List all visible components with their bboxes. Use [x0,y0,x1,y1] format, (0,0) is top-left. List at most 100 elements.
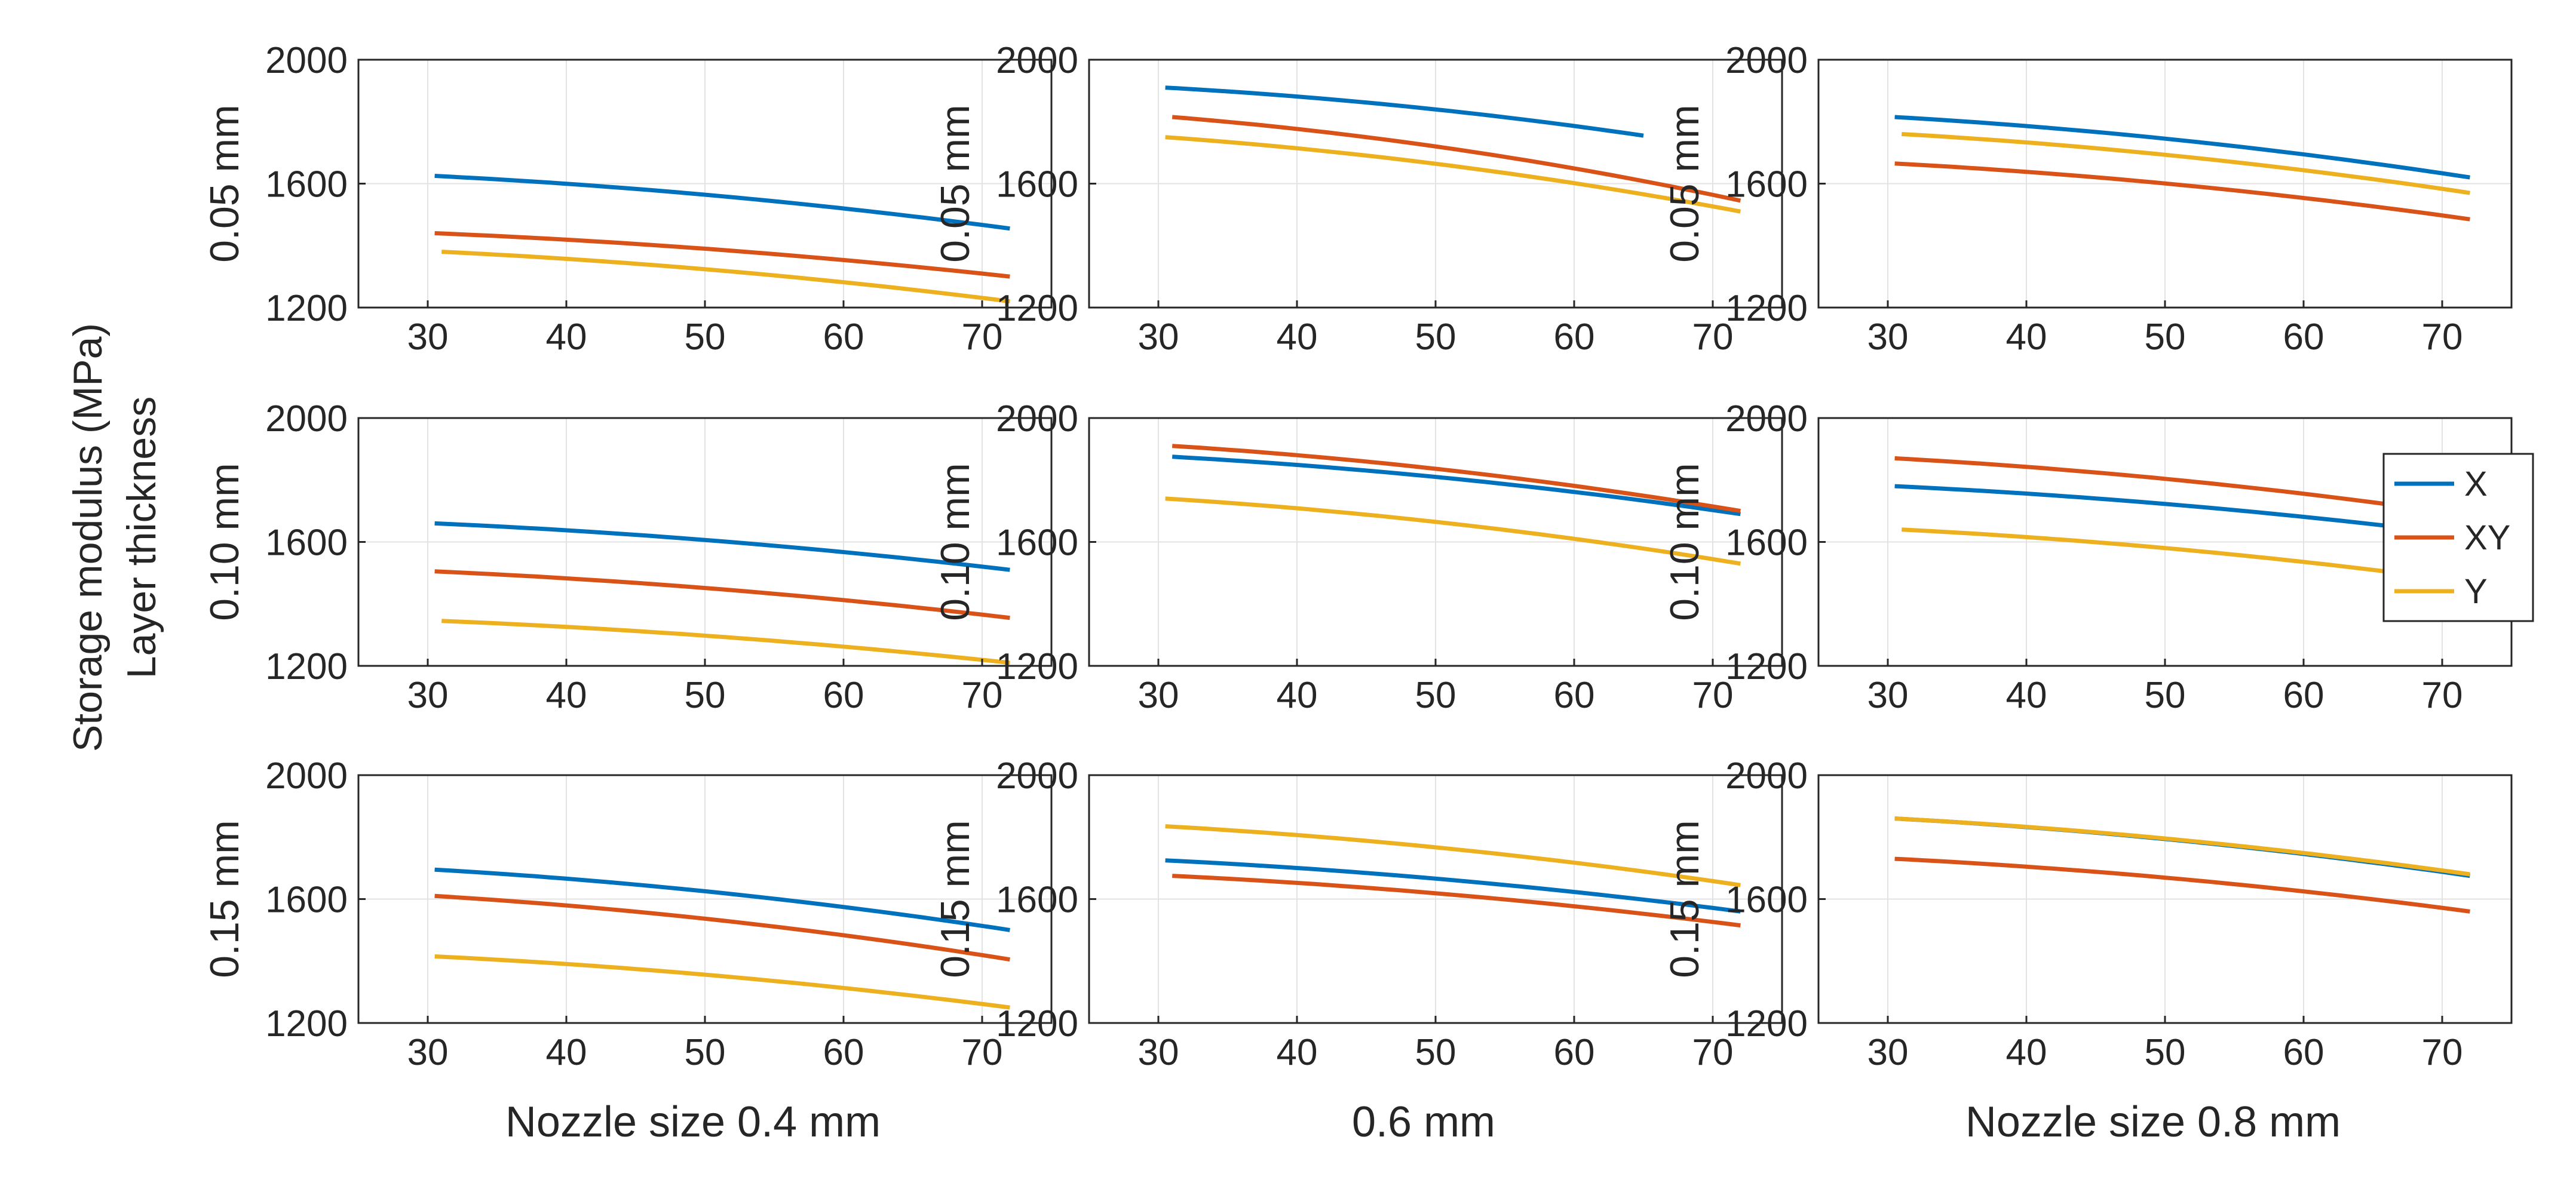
x-tick-label-30: 30 [407,1032,449,1073]
x-tick-label-70: 70 [2422,317,2463,358]
x-tick-label-60: 60 [823,1032,864,1073]
x-tick-label-70: 70 [962,317,1003,358]
row-label: 0.15 mm [202,820,247,978]
row-label-group: 0.05 mm [202,105,247,263]
y-tick-label-2000: 2000 [996,755,1078,797]
y-axis-label-line-2: Layer thickness [119,397,164,678]
column-label: Nozzle size 0.4 mm [505,1098,881,1146]
x-tick-label-60: 60 [1554,317,1595,358]
series-line-x [1165,858,1741,914]
x-tick-label-60: 60 [1554,675,1595,716]
series-line-y [1902,527,2470,585]
series-line-x [434,867,1010,932]
y-tick-label-2000: 2000 [996,398,1078,440]
column-label: 0.6 mm [1352,1098,1495,1146]
x-tick-label-50: 50 [2145,675,2186,716]
series-line-x [434,521,1010,572]
series-line-xy [1172,444,1741,514]
y-tick-label-1200: 1200 [265,1003,348,1044]
x-tick-label-30: 30 [407,317,449,358]
row-label: 0.05 mm [933,105,978,263]
legend-label-xy: XY [2464,518,2510,557]
shared-y-label: Storage modulus (MPa) [65,323,111,752]
x-tick-label-40: 40 [1277,317,1318,358]
x-tick-label-40: 40 [2006,675,2047,716]
x-tick-label-50: 50 [1415,1032,1456,1073]
series-line-xy [1172,115,1741,203]
y-axis-label-line-1: Storage modulus (MPa) [65,323,111,752]
y-tick-label-2000: 2000 [996,40,1078,81]
column-label: Nozzle size 0.8 mm [1965,1098,2341,1146]
series-line-x [1172,454,1741,517]
row-label-group: 0.05 mm [1662,105,1707,263]
row-label-group: 0.15 mm [202,820,247,978]
x-tick-label-70: 70 [2422,1032,2463,1073]
series-line-y [434,954,1010,1010]
row-label: 0.10 mm [933,463,978,621]
subplot-r2-c1: 30 40 50 60 70 1200 1600 2000 0.10 mm [202,398,1053,716]
x-tick-label-60: 60 [1554,1032,1595,1073]
series-line-y [1165,824,1741,887]
x-tick-label-50: 50 [1415,317,1456,358]
x-tick-label-30: 30 [407,675,449,716]
x-tick-label-30: 30 [1138,675,1179,716]
series-line-xy [1894,456,2470,518]
y-tick-label-2000: 2000 [265,755,348,797]
row-label-group: 0.15 mm [1662,820,1707,978]
x-tick-label-40: 40 [546,317,587,358]
row-label-group: 0.15 mm [933,820,978,978]
row-label-group: 0.10 mm [202,463,247,621]
y-tick-label-2000: 2000 [1725,398,1808,440]
y-tick-label-2000: 2000 [1725,755,1808,797]
series-line-y [1165,496,1741,566]
row-label: 0.10 mm [1662,463,1707,621]
x-tick-label-70: 70 [2422,675,2463,716]
x-tick-label-30: 30 [1867,1032,1909,1073]
series-line-y [441,250,1010,304]
row-label: 0.15 mm [933,820,978,978]
x-tick-label-30: 30 [1138,317,1179,358]
x-tick-label-70: 70 [962,675,1003,716]
y-tick-label-1600: 1600 [996,880,1078,921]
x-tick-label-30: 30 [1867,317,1909,358]
row-label: 0.05 mm [202,105,247,263]
row-label: 0.15 mm [1662,820,1707,978]
y-tick-label-1600: 1600 [1725,164,1808,205]
x-tick-label-60: 60 [2283,675,2324,716]
x-tick-label-50: 50 [2145,1032,2186,1073]
x-tick-label-40: 40 [546,675,587,716]
row-label: 0.10 mm [202,463,247,621]
series-line-xy [1894,161,2470,222]
x-tick-label-60: 60 [2283,1032,2324,1073]
y-tick-label-1200: 1200 [1725,1003,1808,1044]
x-tick-label-30: 30 [1867,675,1909,716]
series-line-y [1165,135,1741,214]
y-tick-label-1200: 1200 [996,1003,1078,1044]
x-tick-label-30: 30 [1138,1032,1179,1073]
y-tick-label-1600: 1600 [265,164,348,205]
x-tick-label-40: 40 [2006,1032,2047,1073]
series-line-y [1894,816,2470,877]
y-tick-label-2000: 2000 [265,40,348,81]
series-line-x [1165,85,1644,138]
row-label-group: 0.05 mm [933,105,978,263]
row-label-group: 0.10 mm [933,463,978,621]
y-tick-label-1200: 1200 [1725,288,1808,329]
series-line-xy [434,569,1010,620]
x-tick-label-50: 50 [685,1032,726,1073]
legend-label-x: X [2464,465,2488,503]
y-tick-label-1200: 1200 [996,646,1078,687]
y-tick-label-1600: 1600 [265,523,348,564]
series-line-xy [434,231,1010,279]
x-tick-label-70: 70 [1692,1032,1734,1073]
legend-label-y: Y [2464,572,2488,611]
y-tick-label-1600: 1600 [1725,880,1808,921]
legend: X XY Y [2382,453,2534,622]
